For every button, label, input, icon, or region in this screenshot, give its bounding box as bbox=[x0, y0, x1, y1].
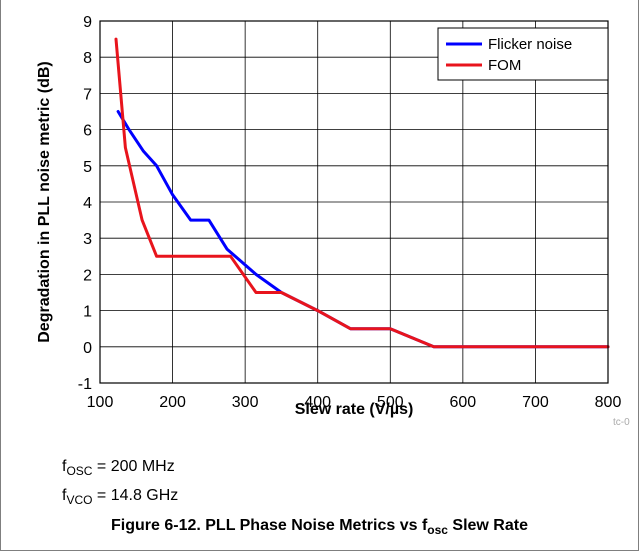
x-tick-label: 600 bbox=[450, 394, 477, 411]
y-tick-label: 5 bbox=[83, 159, 92, 176]
y-tick-labels: -1 0 1 2 3 4 5 6 7 8 9 bbox=[78, 14, 92, 393]
figure-caption: Figure 6-12. PLL Phase Noise Metrics vs … bbox=[0, 517, 639, 537]
legend-box bbox=[437, 27, 609, 81]
y-tick-label: 1 bbox=[83, 304, 92, 321]
condition-osc: fOSC = 200 MHz bbox=[62, 458, 175, 478]
caption-sub: osc bbox=[427, 523, 448, 538]
series-line-1 bbox=[114, 37, 610, 349]
y-tick-label: 7 bbox=[83, 86, 92, 103]
condition-vco-symbol: f bbox=[62, 487, 67, 504]
y-tick-label: 0 bbox=[83, 340, 92, 357]
y-tick-label: 2 bbox=[83, 267, 92, 284]
y-axis-label: Degradation in PLL noise metric (dB) bbox=[36, 61, 53, 343]
y-tick-label: 4 bbox=[83, 195, 92, 212]
condition-osc-value: = 200 MHz bbox=[92, 458, 175, 475]
x-tick-label: 800 bbox=[595, 394, 622, 411]
x-tick-label: 100 bbox=[87, 394, 114, 411]
figure-tag: tc-0 bbox=[613, 417, 630, 428]
condition-osc-sub: OSC bbox=[66, 464, 93, 479]
series-line-0 bbox=[116, 110, 610, 349]
x-tick-label: 700 bbox=[522, 394, 549, 411]
y-tick-label: 3 bbox=[83, 231, 92, 248]
y-tick-label: 8 bbox=[83, 50, 92, 67]
x-tick-label: 300 bbox=[232, 394, 259, 411]
x-tick-label: 400 bbox=[304, 394, 331, 411]
caption-prefix: Figure 6-12. PLL Phase Noise Metrics vs … bbox=[111, 517, 428, 534]
series-lines bbox=[114, 37, 610, 349]
condition-vco-sub: VCO bbox=[66, 493, 93, 508]
plot-border bbox=[99, 20, 609, 384]
legend-label-1: FOM bbox=[488, 57, 521, 74]
legend-label-0: Flicker noise bbox=[488, 36, 572, 53]
x-tick-label: 200 bbox=[159, 394, 186, 411]
condition-vco: fVCO = 14.8 GHz bbox=[62, 487, 178, 507]
legend: Flicker noise FOM bbox=[437, 27, 609, 81]
x-axis-label: Slew rate (V/µs) bbox=[295, 401, 414, 418]
y-tick-label: -1 bbox=[78, 376, 92, 393]
x-tick-labels: 100 200 300 400 500 600 700 800 bbox=[87, 394, 622, 411]
y-tick-label: 9 bbox=[83, 14, 92, 31]
x-tick-label: 500 bbox=[377, 394, 404, 411]
line-chart: 100 200 300 400 500 600 700 800 -1 0 1 2 3 4 5 6 7 8 9 Fl… bbox=[36, 14, 622, 418]
condition-vco-value: = 14.8 GHz bbox=[92, 487, 179, 504]
caption-suffix: Slew Rate bbox=[447, 517, 528, 534]
condition-osc-symbol: f bbox=[62, 458, 67, 475]
y-tick-label: 6 bbox=[83, 123, 92, 140]
grid bbox=[100, 21, 608, 383]
